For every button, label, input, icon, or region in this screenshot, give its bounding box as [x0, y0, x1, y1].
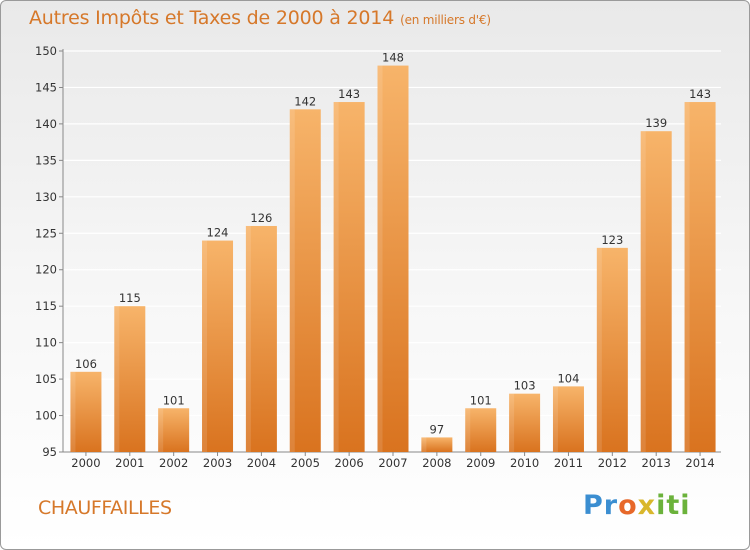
x-tick-label: 2011: [554, 456, 583, 470]
chart-subtitle: (en milliers d'€): [400, 13, 491, 27]
x-tick-label: 2012: [598, 456, 627, 470]
bar-value-label: 123: [601, 233, 623, 247]
bar-value-label: 139: [645, 116, 667, 130]
bar-value-label: 104: [557, 371, 579, 385]
bar-highlight: [421, 437, 427, 452]
y-tick-label: 125: [35, 226, 57, 240]
bar: [552, 386, 584, 452]
chart-title: Autres Impôts et Taxes de 2000 à 2014 (en…: [29, 7, 491, 29]
chart-title-text: Autres Impôts et Taxes de 2000 à 2014: [29, 7, 395, 29]
y-tick-label: 135: [35, 153, 57, 167]
bar-value-label: 103: [514, 379, 536, 393]
bar-highlight: [509, 393, 515, 452]
y-tick-label: 145: [35, 80, 57, 94]
bar: [289, 109, 321, 452]
bar-highlight: [202, 240, 208, 452]
bar-highlight: [465, 408, 471, 452]
x-tick-label: 2008: [422, 456, 451, 470]
x-tick-label: 2010: [510, 456, 539, 470]
bar: [114, 306, 146, 452]
y-tick-label: 95: [42, 445, 57, 459]
bar-highlight: [245, 225, 251, 452]
x-tick-label: 2009: [466, 456, 495, 470]
x-tick-label: 2001: [115, 456, 144, 470]
x-tick-label: 2006: [334, 456, 363, 470]
bar-value-label: 106: [75, 357, 97, 371]
bar-highlight: [158, 408, 164, 452]
bar: [465, 408, 497, 452]
bar: [158, 408, 190, 452]
x-tick-label: 2003: [203, 456, 232, 470]
x-tick-label: 2000: [71, 456, 100, 470]
bar-value-label: 148: [382, 51, 404, 65]
y-tick-label: 150: [35, 44, 57, 58]
y-tick-label: 110: [35, 336, 57, 350]
bar: [202, 240, 234, 452]
bar-highlight: [114, 306, 120, 452]
bar: [377, 65, 409, 452]
bar: [640, 131, 672, 452]
bar: [596, 247, 628, 452]
x-tick-label: 2014: [685, 456, 714, 470]
bar: [70, 371, 102, 452]
bar-highlight: [640, 131, 646, 452]
bar-highlight: [596, 247, 602, 452]
bar-highlight: [684, 102, 690, 452]
y-tick-label: 140: [35, 117, 57, 131]
y-tick-label: 120: [35, 263, 57, 277]
bar: [684, 102, 716, 452]
bar: [245, 225, 277, 452]
bar-value-label: 143: [338, 87, 360, 101]
y-tick-label: 100: [35, 409, 57, 423]
bar: [509, 393, 541, 452]
location-name: CHAUFFAILLES: [38, 497, 172, 519]
x-tick-label: 2002: [159, 456, 188, 470]
bar-highlight: [70, 371, 76, 452]
bar-value-label: 101: [163, 393, 185, 407]
logo-part-1: Pr: [583, 490, 619, 521]
proxiti-logo: Proxiti: [583, 490, 691, 521]
x-tick-label: 2007: [378, 456, 407, 470]
bar-value-label: 142: [294, 94, 316, 108]
y-tick-label: 130: [35, 190, 57, 204]
bar-value-label: 124: [207, 226, 229, 240]
y-tick-label: 115: [35, 299, 57, 313]
bar-highlight: [377, 65, 383, 452]
bar-value-label: 97: [430, 422, 445, 436]
bar: [421, 437, 453, 452]
x-tick-label: 2013: [642, 456, 671, 470]
bar-value-label: 126: [250, 211, 272, 225]
bar-highlight: [289, 109, 295, 452]
y-tick-label: 105: [35, 372, 57, 386]
logo-part-3: x: [637, 490, 657, 521]
logo-part-4: iti: [656, 490, 691, 521]
logo-part-2: o: [618, 490, 638, 521]
bar: [333, 102, 365, 452]
bar-value-label: 143: [689, 87, 711, 101]
bar-value-label: 101: [470, 393, 492, 407]
bar-highlight: [552, 386, 558, 452]
x-tick-label: 2005: [291, 456, 320, 470]
bar-value-label: 115: [119, 291, 141, 305]
x-tick-label: 2004: [247, 456, 276, 470]
bar-highlight: [333, 102, 339, 452]
